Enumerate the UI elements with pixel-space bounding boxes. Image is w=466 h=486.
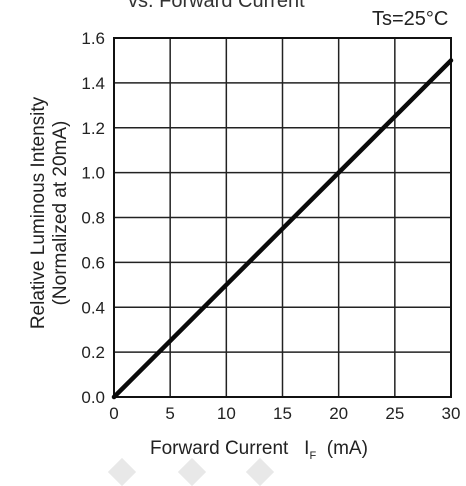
y-tick-label: 0.8	[81, 209, 105, 228]
x-tick-label: 15	[273, 404, 292, 423]
x-tick-label: 5	[165, 404, 174, 423]
line-chart: 0 5 10 15 20 25 30 0.0 0.2 0.4 0.6 0.8 1.0 1.2 1.4 1.6	[81, 29, 461, 423]
chart-title: vs. Forward Current	[128, 0, 305, 12]
x-axis-symbol: I	[304, 438, 310, 459]
y-tick-label: 0.2	[81, 343, 105, 362]
x-axis-label-text: Forward Current	[150, 438, 289, 459]
y-tick-label: 0.0	[81, 388, 105, 407]
y-tick-label: 0.6	[81, 253, 105, 272]
x-tick-label: 0	[109, 404, 118, 423]
x-axis-symbol-subscript: F	[309, 449, 317, 462]
series-line	[111, 58, 454, 400]
y-tick-label: 0.4	[81, 298, 105, 317]
x-axis-label: Forward Current IF (mA)	[150, 438, 368, 462]
y-tick-label: 1.4	[81, 74, 105, 93]
x-tick-label: 10	[217, 404, 236, 423]
x-tick-label: 20	[329, 404, 348, 423]
temperature-annotation: Ts=25°C	[372, 8, 449, 30]
y-tick-label: 1.6	[81, 29, 105, 48]
y-tick-label: 1.2	[81, 119, 105, 138]
plot-frame	[113, 37, 452, 398]
x-tick-label: 25	[385, 404, 404, 423]
x-axis-unit: (mA)	[326, 438, 368, 459]
y-tick-label: 1.0	[81, 164, 105, 183]
x-tick-label: 30	[442, 404, 461, 423]
